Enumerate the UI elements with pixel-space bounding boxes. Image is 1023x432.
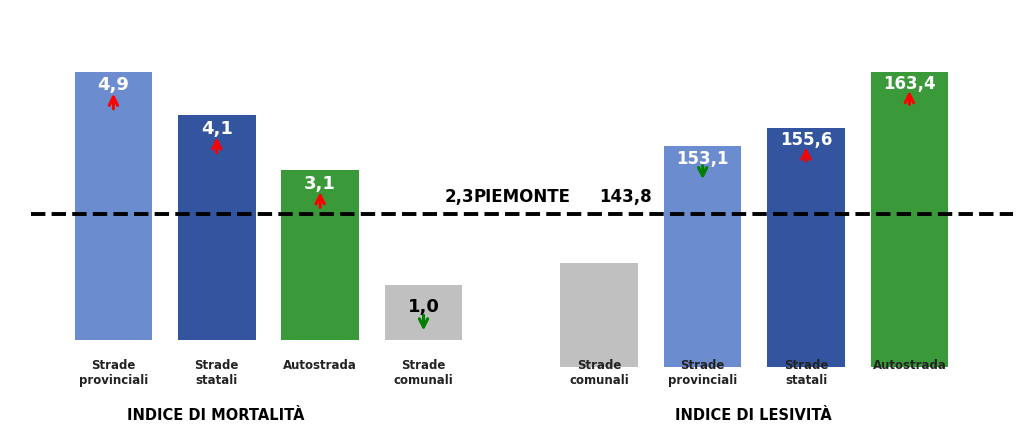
- Text: Autostrada: Autostrada: [283, 359, 357, 372]
- Text: 163,4: 163,4: [883, 75, 936, 93]
- Text: Strade
comunali: Strade comunali: [570, 359, 629, 387]
- Text: INDICE DI LESIVITÀ: INDICE DI LESIVITÀ: [675, 408, 832, 423]
- Text: Autostrada: Autostrada: [873, 359, 946, 372]
- Text: Strade
statali: Strade statali: [784, 359, 829, 387]
- Text: PIEMONTE: PIEMONTE: [474, 188, 570, 206]
- Bar: [767, 128, 845, 432]
- Bar: [281, 170, 359, 340]
- Text: Strade
statali: Strade statali: [194, 359, 239, 387]
- Text: Strade
provinciali: Strade provinciali: [668, 359, 738, 387]
- Text: 153,1: 153,1: [676, 149, 729, 168]
- Bar: [75, 72, 152, 340]
- Text: 3,1: 3,1: [304, 175, 337, 193]
- Bar: [385, 285, 462, 340]
- Text: 1,0: 1,0: [407, 298, 440, 316]
- Text: 143,8: 143,8: [598, 188, 652, 206]
- Text: Strade
provinciali: Strade provinciali: [79, 359, 148, 387]
- Bar: [178, 115, 256, 340]
- Text: 2,3: 2,3: [445, 188, 475, 206]
- Bar: [664, 146, 742, 432]
- Text: Strade
comunali: Strade comunali: [394, 359, 453, 387]
- Bar: [561, 264, 638, 432]
- Bar: [871, 72, 948, 432]
- Text: INDICE DI MORTALITÀ: INDICE DI MORTALITÀ: [127, 408, 304, 423]
- Text: 155,6: 155,6: [780, 131, 832, 149]
- Text: 4,9: 4,9: [97, 76, 129, 95]
- Text: 4,1: 4,1: [201, 120, 232, 138]
